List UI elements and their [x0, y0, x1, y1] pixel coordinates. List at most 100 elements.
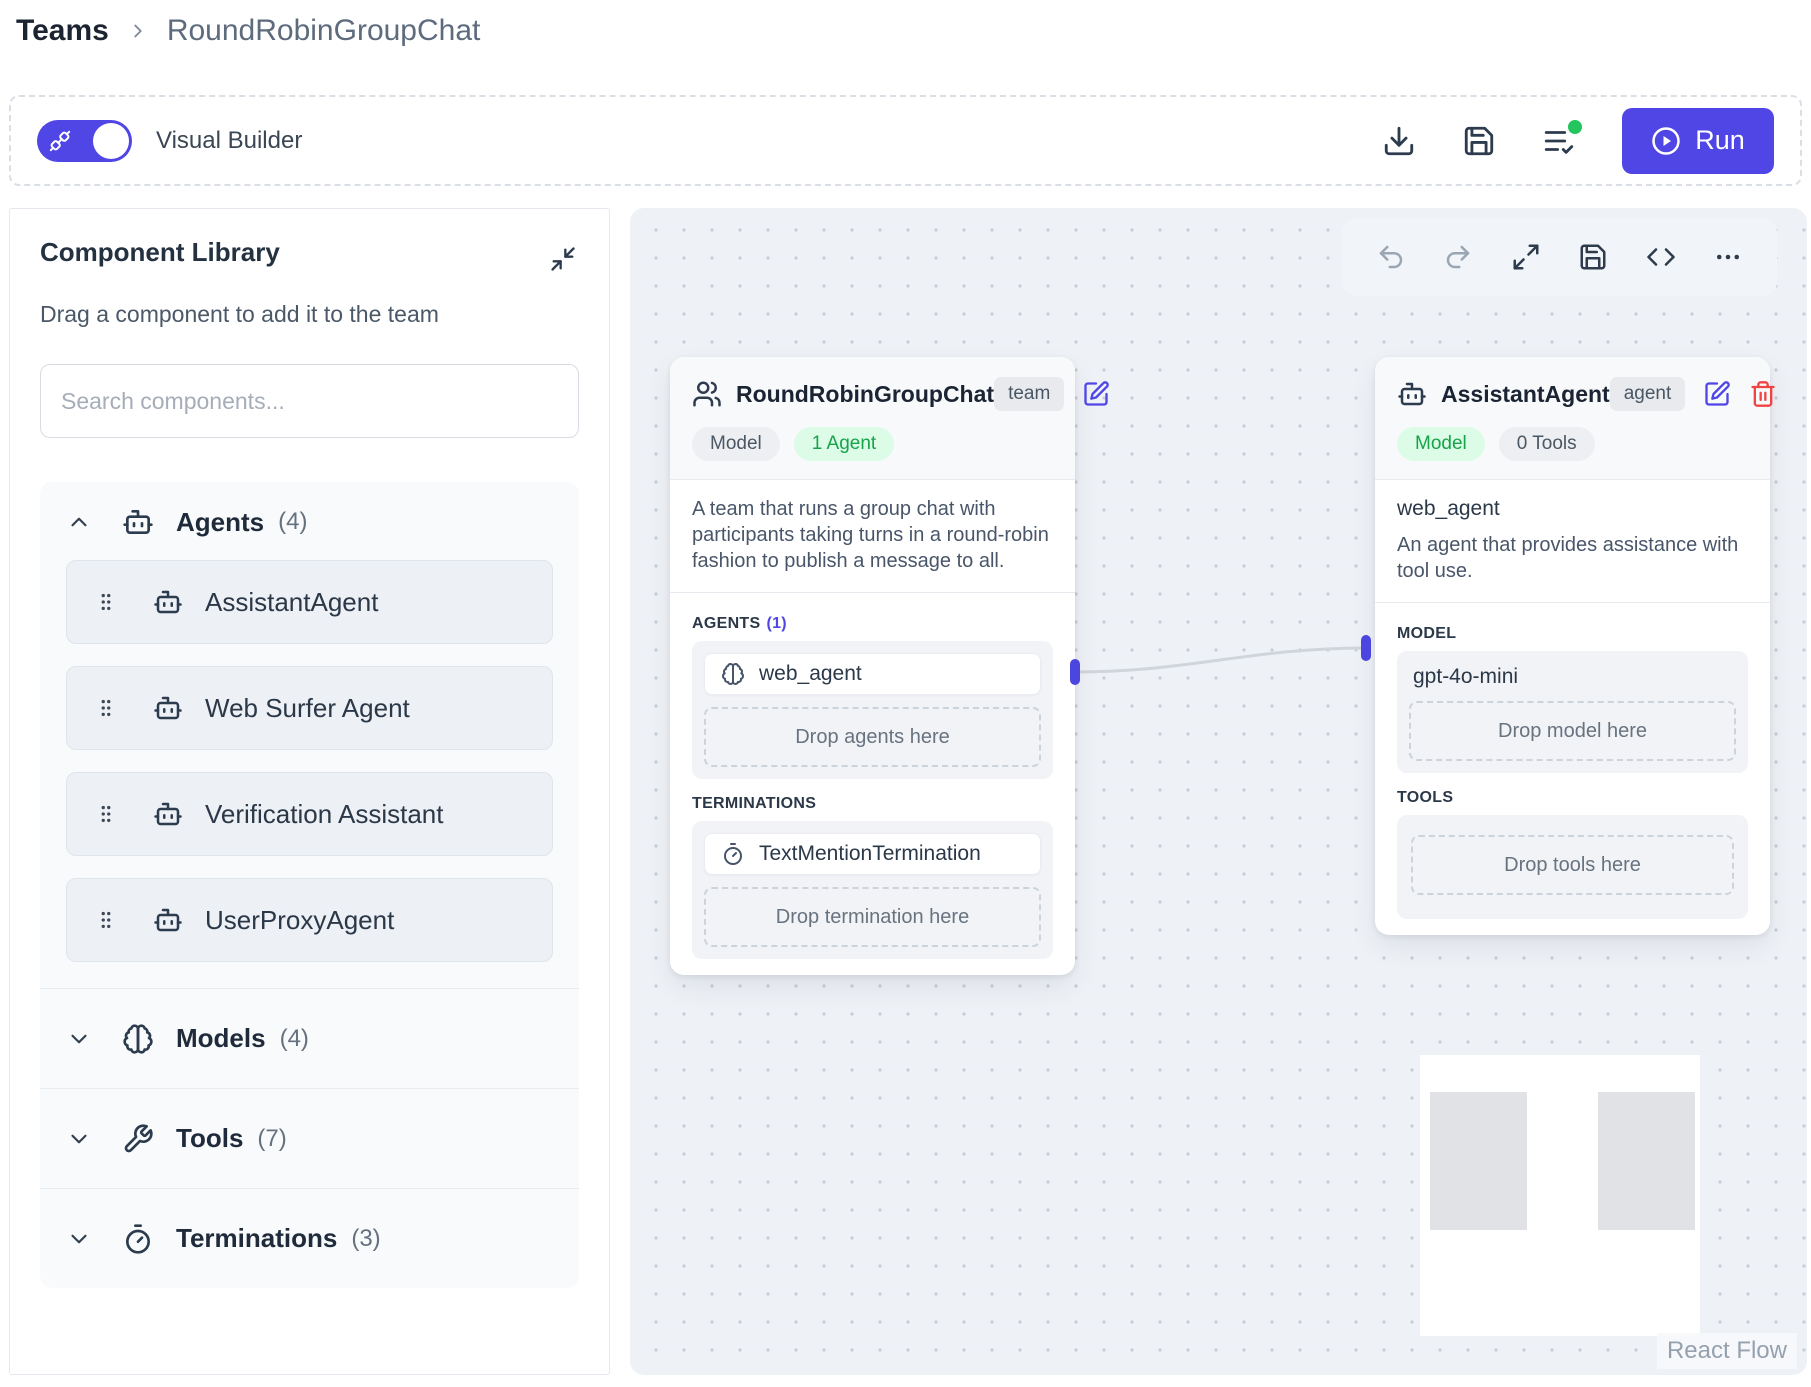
save-canvas-button[interactable] — [1574, 238, 1612, 276]
library-item-web-surfer-agent[interactable]: Web Surfer Agent — [66, 666, 553, 750]
fit-view-button[interactable] — [1507, 238, 1545, 276]
termination-chip: TextMentionTermination — [704, 833, 1041, 875]
library-item-label: Web Surfer Agent — [205, 692, 410, 723]
section-label: Terminations — [176, 1223, 338, 1253]
chevron-right-icon — [127, 20, 149, 42]
agent-node[interactable]: AssistantAgent agent Model — [1361, 357, 1775, 935]
agent-node-header: AssistantAgent agent Model — [1375, 357, 1775, 480]
agent-chip-label: web_agent — [759, 662, 862, 685]
more-options-button[interactable] — [1709, 238, 1747, 276]
section-label: Tools — [176, 1123, 244, 1153]
section-count: (4) — [278, 508, 308, 535]
library-title: Component Library — [40, 237, 280, 267]
redo-button[interactable] — [1439, 238, 1477, 276]
edit-team-button[interactable] — [1082, 380, 1110, 408]
run-button[interactable]: Run — [1622, 107, 1774, 174]
brain-icon — [721, 662, 745, 686]
visual-builder-label: Visual Builder — [156, 126, 303, 154]
minimap-team-node — [1430, 1092, 1527, 1230]
section-count: (3) — [351, 1224, 381, 1252]
agent-node-title: AssistantAgent — [1441, 380, 1610, 407]
section-tools: Tools (7) — [40, 1088, 579, 1188]
download-button[interactable] — [1382, 124, 1416, 158]
toggle-knob — [93, 122, 129, 159]
team-type-badge: team — [994, 377, 1065, 411]
drag-handle-icon — [95, 801, 117, 827]
model-zone: gpt-4o-mini Drop model here — [1397, 651, 1748, 773]
section-header-tools[interactable]: Tools (7) — [66, 1123, 553, 1155]
search-input[interactable] — [40, 364, 579, 438]
tools-zone: Drop tools here — [1397, 815, 1748, 919]
section-count: (7) — [257, 1124, 287, 1152]
drop-tools-zone[interactable]: Drop tools here — [1411, 835, 1734, 895]
library-subtitle: Drag a component to add it to the team — [40, 301, 439, 327]
section-header-terminations[interactable]: Terminations (3) — [66, 1223, 553, 1255]
chevron-down-icon — [66, 1226, 92, 1252]
team-node-header: RoundRobinGroupChat team Model 1 Agent — [670, 357, 1110, 480]
breadcrumb: Teams RoundRobinGroupChat — [16, 14, 480, 48]
section-header-agents[interactable]: Agents (4) — [66, 506, 553, 538]
robot-icon — [122, 506, 154, 538]
code-view-button[interactable] — [1642, 238, 1680, 276]
validation-status-button[interactable] — [1542, 119, 1582, 158]
agent-count-badge: 1 Agent — [793, 427, 895, 461]
section-count: (4) — [279, 1024, 309, 1052]
model-count-badge: Model — [1397, 427, 1485, 461]
delete-agent-button[interactable] — [1749, 380, 1777, 408]
drop-termination-zone[interactable]: Drop termination here — [704, 887, 1041, 947]
termination-chip-label: TextMentionTermination — [759, 842, 981, 865]
timer-icon — [122, 1223, 154, 1255]
agent-description: An agent that provides assistance with t… — [1397, 534, 1739, 582]
section-agents: Agents (4) AssistantAgent — [40, 482, 579, 988]
section-header-models[interactable]: Models (4) — [66, 1023, 553, 1055]
tools-section-label: TOOLS — [1397, 789, 1454, 806]
run-button-label: Run — [1695, 125, 1745, 155]
robot-icon — [153, 799, 183, 829]
agent-chip-web-agent: web_agent — [704, 653, 1041, 695]
drop-model-zone[interactable]: Drop model here — [1409, 701, 1736, 761]
edit-agent-button[interactable] — [1703, 380, 1731, 408]
agent-input-handle[interactable] — [1361, 635, 1371, 661]
terminations-zone: TextMentionTermination Drop termination … — [692, 821, 1053, 959]
library-item-verification-assistant[interactable]: Verification Assistant — [66, 772, 553, 856]
agent-type-badge: agent — [1609, 377, 1686, 411]
component-library-panel: Component Library Drag a component to ad… — [9, 208, 610, 1375]
drop-agents-zone[interactable]: Drop agents here — [704, 707, 1041, 767]
flow-canvas[interactable]: RoundRobinGroupChat team Model 1 Agent A… — [630, 208, 1807, 1375]
users-icon — [692, 379, 722, 409]
model-count-badge: Model — [692, 427, 780, 461]
robot-icon — [153, 905, 183, 935]
minimap[interactable] — [1420, 1055, 1700, 1336]
brain-icon — [122, 1023, 154, 1055]
team-output-handle[interactable] — [1070, 659, 1080, 685]
edit-icon — [1703, 380, 1731, 408]
download-icon — [1382, 124, 1416, 158]
library-item-label: AssistantAgent — [205, 586, 379, 617]
save-team-button[interactable] — [1462, 124, 1496, 158]
team-description: A team that runs a group chat with parti… — [670, 480, 1075, 593]
canvas-toolbar — [1342, 218, 1777, 296]
trash-icon — [1749, 380, 1777, 408]
library-item-label: UserProxyAgent — [205, 904, 395, 935]
library-item-label: Verification Assistant — [205, 798, 444, 829]
breadcrumb-teams-link[interactable]: Teams — [16, 14, 109, 47]
team-node[interactable]: RoundRobinGroupChat team Model 1 Agent A… — [670, 357, 1110, 975]
minimize-icon — [549, 245, 577, 273]
tools-count-badge: 0 Tools — [1498, 427, 1595, 461]
robot-icon — [153, 693, 183, 723]
undo-button[interactable] — [1372, 238, 1410, 276]
collapse-panel-button[interactable] — [547, 243, 579, 275]
breadcrumb-current: RoundRobinGroupChat — [166, 14, 481, 47]
library-item-assistant-agent[interactable]: AssistantAgent — [66, 560, 553, 644]
library-item-user-proxy-agent[interactable]: UserProxyAgent — [66, 878, 553, 962]
chevron-up-icon — [66, 509, 92, 535]
agents-count: (1) — [766, 615, 787, 632]
drag-handle-icon — [95, 589, 117, 615]
chevron-down-icon — [66, 1126, 92, 1152]
agent-name: web_agent — [1397, 497, 1500, 520]
plug-icon — [48, 129, 72, 153]
wrench-icon — [122, 1123, 154, 1155]
agents-section-label: AGENTS (1) — [692, 615, 787, 632]
visual-builder-toggle[interactable] — [37, 119, 132, 162]
library-sections: Agents (4) AssistantAgent — [40, 482, 579, 1288]
